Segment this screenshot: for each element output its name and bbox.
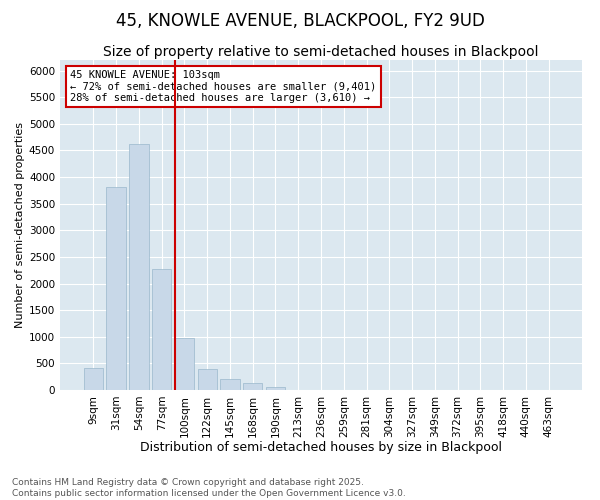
Bar: [220, 380, 239, 390]
Bar: [106, 186, 126, 390]
Title: Size of property relative to semi-detached houses in Blackpool: Size of property relative to semi-detach…: [103, 45, 539, 59]
Bar: [129, 144, 149, 390]
Text: Contains HM Land Registry data © Crown copyright and database right 2025.
Contai: Contains HM Land Registry data © Crown c…: [12, 478, 406, 498]
Bar: [175, 338, 194, 390]
Y-axis label: Number of semi-detached properties: Number of semi-detached properties: [15, 122, 25, 328]
Text: 45 KNOWLE AVENUE: 103sqm
← 72% of semi-detached houses are smaller (9,401)
28% o: 45 KNOWLE AVENUE: 103sqm ← 72% of semi-d…: [70, 70, 377, 103]
Bar: [84, 368, 103, 390]
Bar: [197, 368, 217, 390]
Bar: [243, 383, 262, 390]
X-axis label: Distribution of semi-detached houses by size in Blackpool: Distribution of semi-detached houses by …: [140, 441, 502, 454]
Bar: [152, 268, 172, 390]
Text: 45, KNOWLE AVENUE, BLACKPOOL, FY2 9UD: 45, KNOWLE AVENUE, BLACKPOOL, FY2 9UD: [116, 12, 484, 30]
Bar: [266, 387, 285, 390]
